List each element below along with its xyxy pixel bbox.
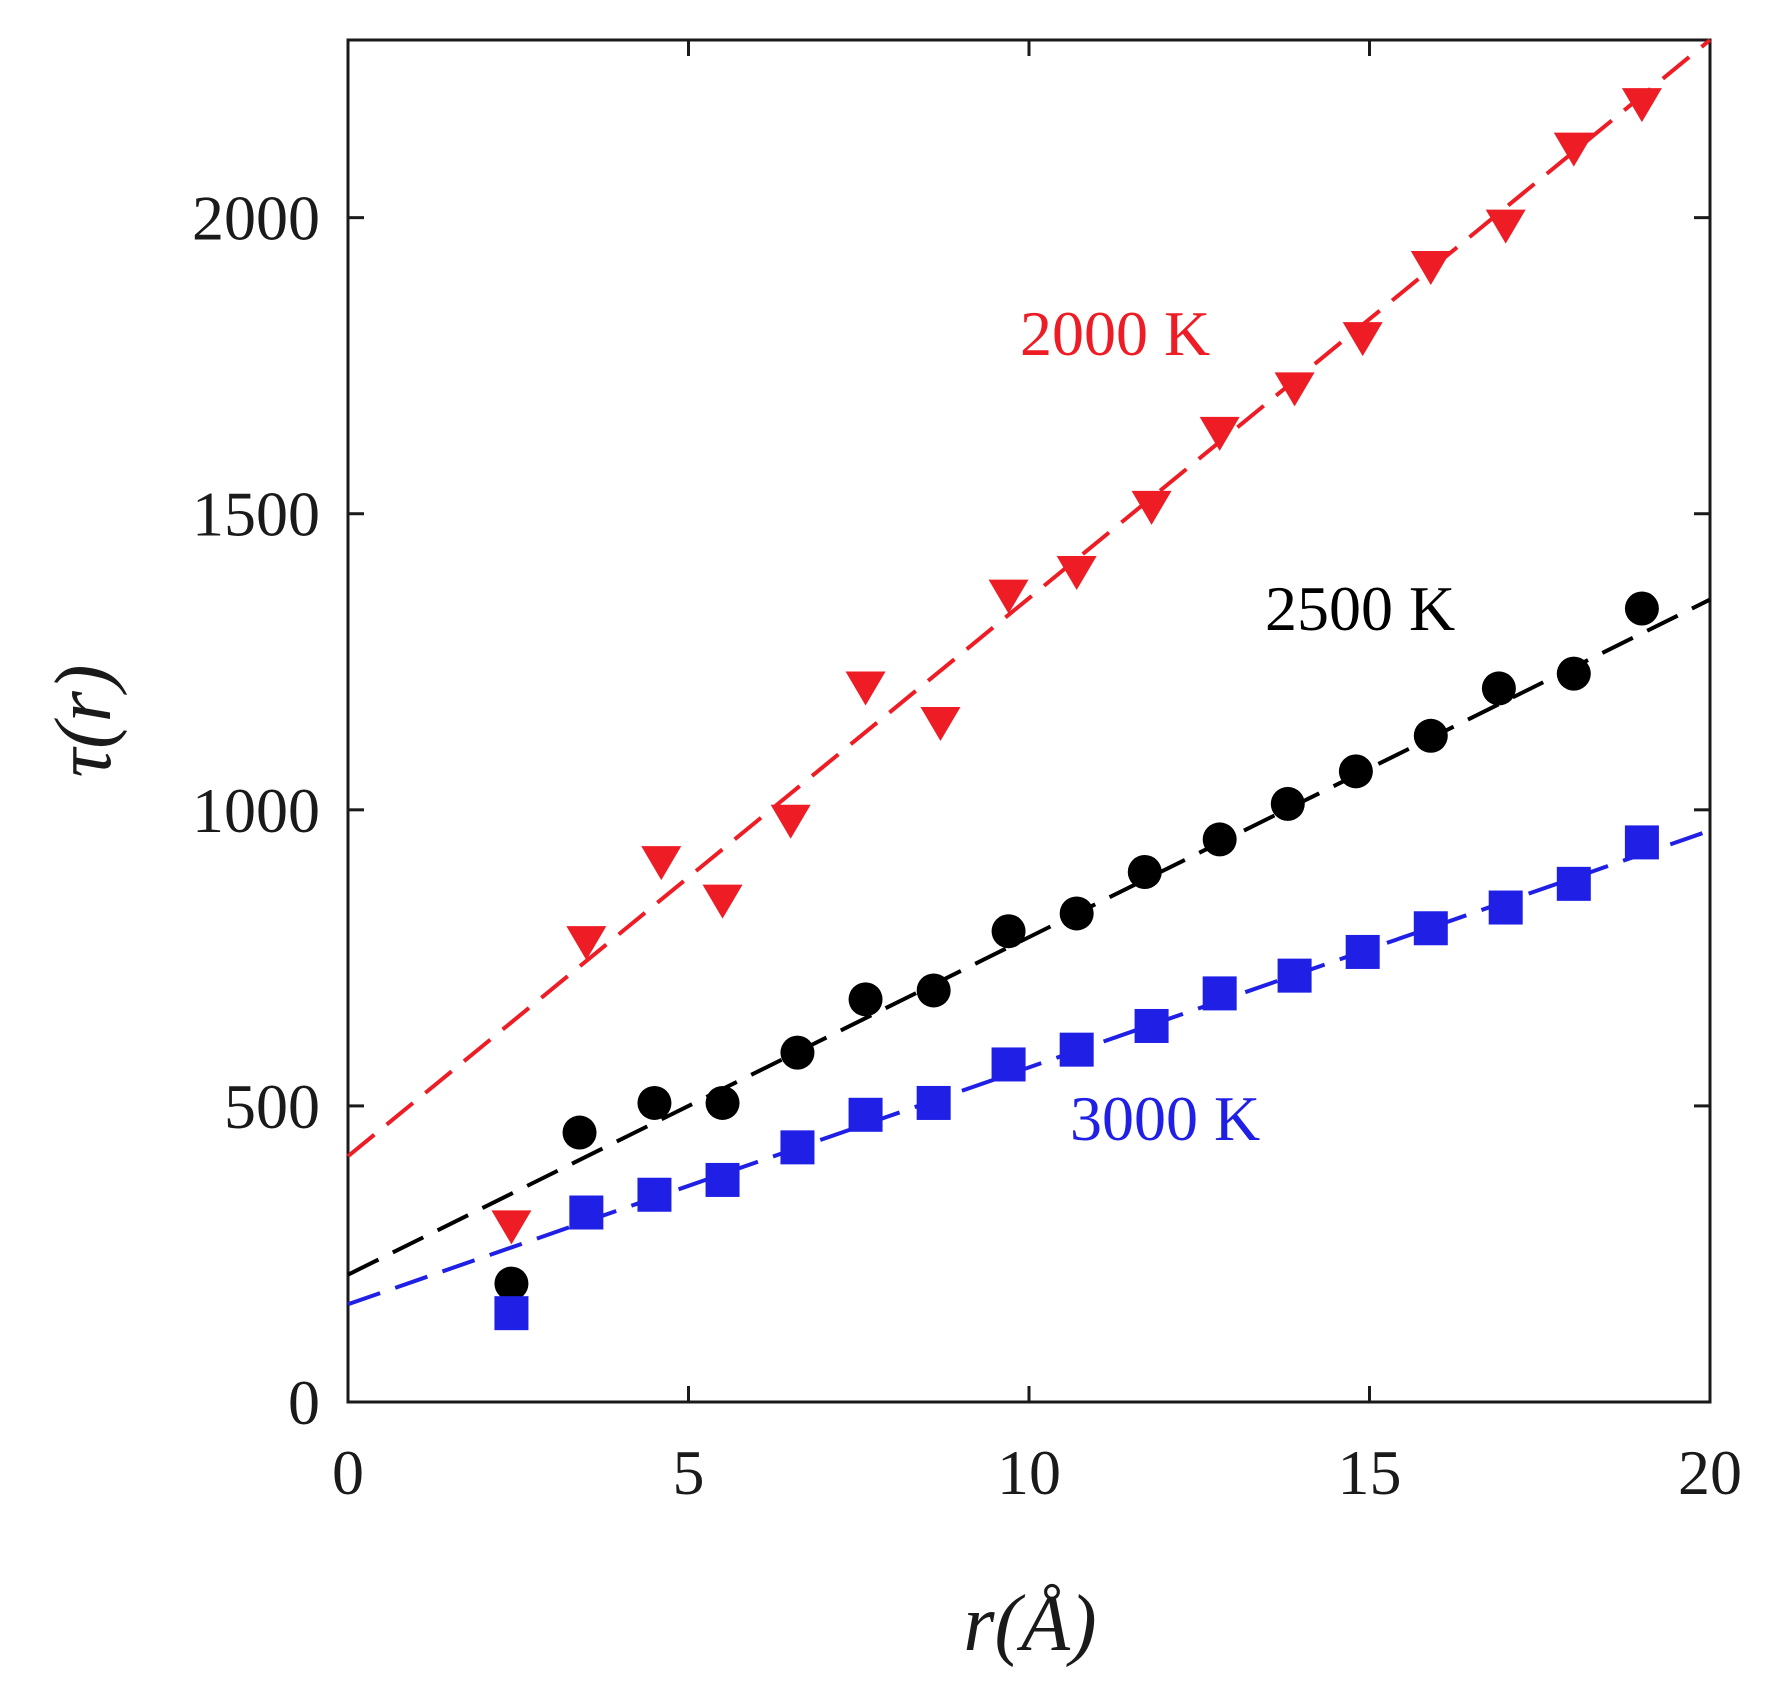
fit-line-2500k: [347, 597, 1711, 1277]
data-point-2500k: [1270, 786, 1305, 821]
data-point-2500k: [780, 1035, 815, 1070]
y-axis-label: τ(r): [40, 664, 128, 777]
data-point-3000k: [991, 1047, 1026, 1082]
data-point-2000k: [770, 804, 811, 839]
data-point-2000k: [845, 671, 886, 706]
fit-lines: [346, 38, 1712, 1307]
data-point-2500k: [705, 1085, 740, 1120]
data-point-3000k: [494, 1296, 529, 1331]
data-point-2000k: [1131, 490, 1172, 525]
data-point-2500k: [1481, 671, 1516, 706]
data-point-2500k: [1127, 855, 1162, 890]
data-point-2000k: [988, 579, 1029, 614]
data-point-2000k: [1199, 416, 1240, 451]
data-point-2000k: [1553, 132, 1594, 167]
data-point-2000k: [1274, 372, 1315, 407]
data-point-2500k: [1338, 754, 1373, 789]
data-point-2000k: [920, 707, 961, 741]
data-point-3000k: [705, 1162, 740, 1197]
data-point-3000k: [637, 1177, 672, 1212]
series-label-2000k: 2000 K: [1020, 298, 1210, 369]
data-point-2000k: [1410, 251, 1451, 286]
data-point-2500k: [1624, 591, 1659, 626]
data-point-2500k: [1202, 822, 1237, 857]
data-point-3000k: [1345, 934, 1380, 969]
data-point-2500k: [1413, 718, 1448, 753]
data-point-3000k: [916, 1085, 951, 1120]
y-tick-label: 500: [224, 1071, 320, 1142]
y-tick-label: 0: [288, 1367, 320, 1438]
data-point-3000k: [1134, 1008, 1169, 1043]
x-tick-label: 15: [1338, 1437, 1402, 1508]
data-point-3000k: [1059, 1032, 1094, 1067]
fit-line-3000k: [347, 828, 1711, 1307]
y-tick-label: 1000: [192, 775, 320, 846]
data-point-3000k: [569, 1195, 604, 1230]
data-point-2000k: [1485, 209, 1526, 244]
data-point-2500k: [1059, 896, 1094, 931]
data-point-2000k: [491, 1210, 532, 1245]
data-point-3000k: [1556, 866, 1591, 901]
tick-labels: 0 5 10 15 20 0 500 1000 1500 2000: [192, 183, 1742, 1508]
data-point-3000k: [848, 1097, 883, 1132]
data-point-2000k: [1056, 555, 1097, 590]
data-point-2000k: [641, 846, 682, 881]
data-point-3000k: [780, 1130, 815, 1165]
fit-line-2000k: [346, 38, 1712, 1158]
data-point-3000k: [1413, 911, 1448, 946]
plot-area: [346, 38, 1712, 1404]
data-markers: [491, 88, 1662, 1331]
data-point-2500k: [991, 914, 1026, 949]
data-point-3000k: [1277, 958, 1312, 993]
series-label-2500k: 2500 K: [1265, 573, 1455, 644]
ticks: [346, 40, 1712, 1404]
x-tick-label: 5: [673, 1437, 705, 1508]
series-label-3000k: 3000 K: [1070, 1083, 1260, 1154]
x-axis-label: r(Å): [963, 1580, 1096, 1668]
data-point-2000k: [1342, 322, 1383, 357]
data-point-2500k: [562, 1115, 597, 1150]
data-point-2500k: [916, 973, 951, 1008]
data-point-2500k: [1556, 656, 1591, 691]
data-point-2500k: [848, 982, 883, 1017]
data-point-2000k: [566, 926, 607, 961]
data-point-3000k: [1624, 825, 1659, 860]
x-tick-label: 10: [997, 1437, 1061, 1508]
y-tick-label: 1500: [192, 479, 320, 550]
data-point-3000k: [1202, 976, 1237, 1011]
data-point-2000k: [702, 884, 743, 919]
y-tick-label: 2000: [192, 183, 320, 254]
data-point-3000k: [1488, 890, 1523, 925]
data-point-2500k: [637, 1085, 672, 1120]
data-point-2000k: [1621, 88, 1662, 123]
x-tick-label: 0: [332, 1437, 364, 1508]
data-point-2500k: [494, 1266, 529, 1301]
x-tick-label: 20: [1678, 1437, 1742, 1508]
